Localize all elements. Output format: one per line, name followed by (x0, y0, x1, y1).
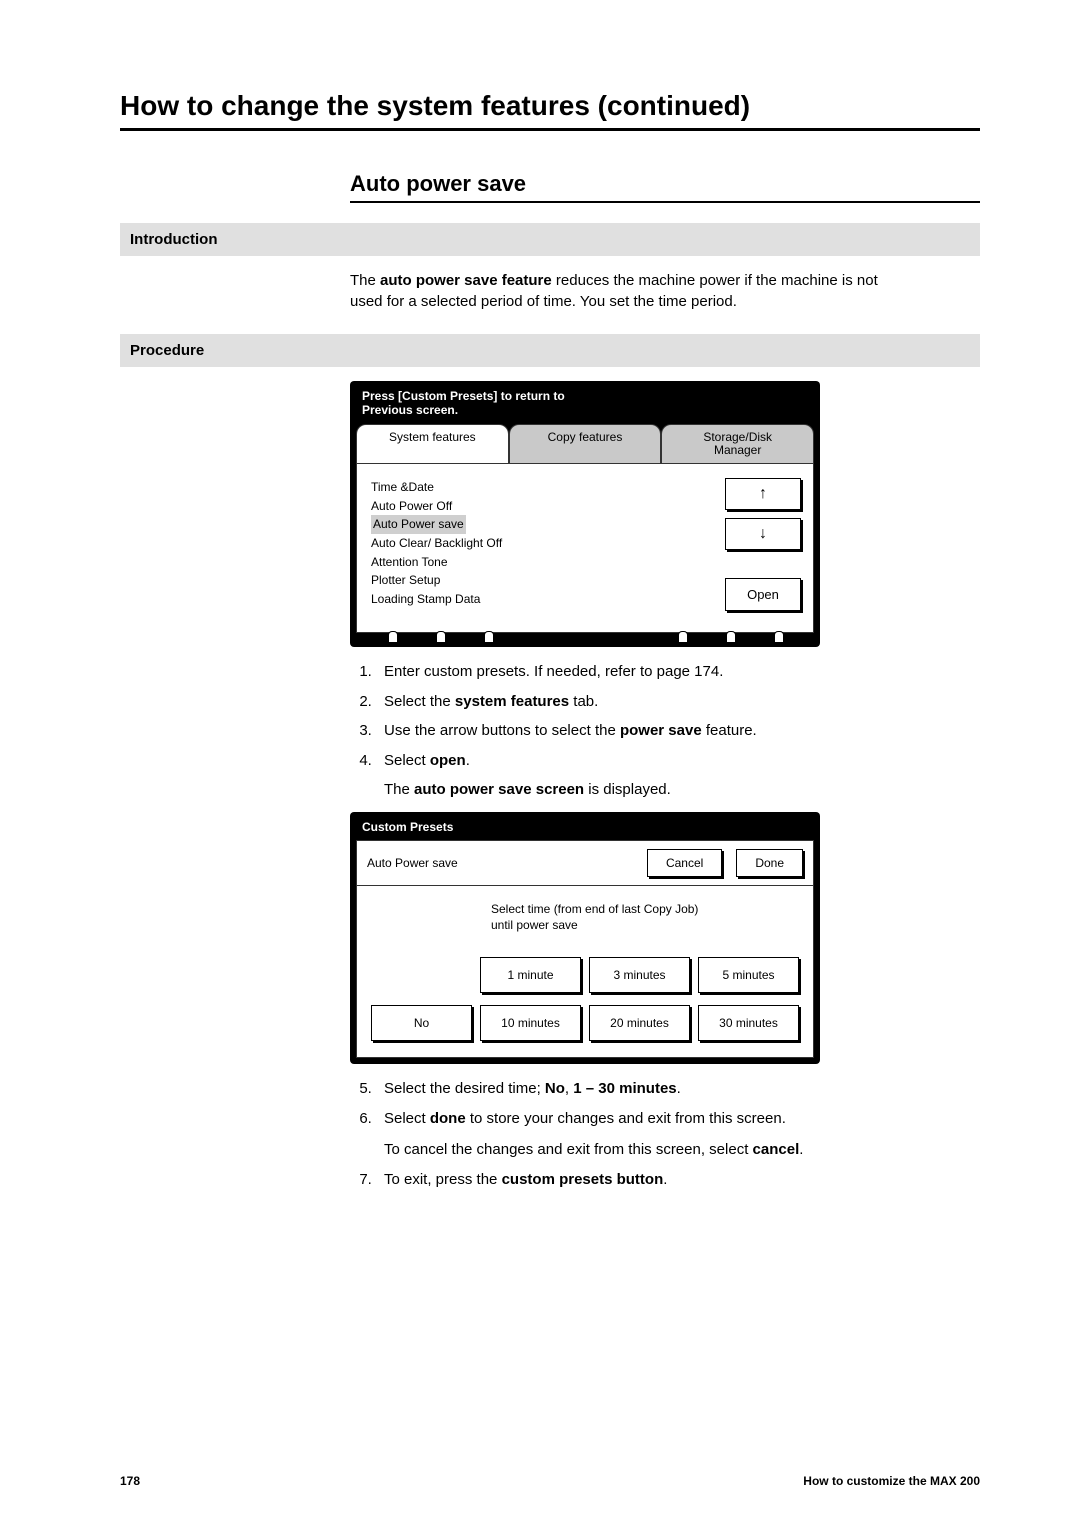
step-4-sub-pre: The (384, 781, 414, 798)
time-1-minute-button[interactable]: 1 minute (480, 957, 581, 993)
step-4-bold: open (430, 752, 466, 769)
step-1: Enter custom presets. If needed, refer t… (376, 659, 930, 685)
hinge-icon (676, 631, 688, 645)
step-6-sub-bold: cancel (753, 1141, 800, 1158)
step-7-bold: custom presets button (502, 1171, 664, 1188)
step-6-bold: done (430, 1110, 466, 1127)
step-4-sub-post: is displayed. (584, 781, 671, 798)
steps-list-b: Select the desired time; No, 1 – 30 minu… (350, 1076, 930, 1192)
feature-plotter-setup[interactable]: Plotter Setup (371, 571, 502, 590)
step-4-pre: Select (384, 752, 430, 769)
step-4: Select open. (376, 748, 930, 774)
hinge-icon (772, 631, 784, 645)
hinge-icon (386, 631, 398, 645)
introduction-text: The auto power save feature reduces the … (350, 270, 910, 312)
screen2-instruction-l1: Select time (from end of last Copy Job) (491, 902, 799, 918)
introduction-band: Introduction (120, 223, 980, 256)
screen1-header: Press [Custom Presets] to return to Prev… (356, 387, 814, 424)
footer-title: How to customize the MAX 200 (803, 1474, 980, 1488)
main-heading: How to change the system features (conti… (120, 90, 980, 131)
step-2-pre: Select the (384, 693, 455, 710)
screen2-header: Custom Presets (356, 818, 814, 840)
hinge-icon (482, 631, 494, 645)
step-7-post: . (663, 1171, 667, 1188)
step-6-sub-pre: To cancel the changes and exit from this… (384, 1141, 753, 1158)
step-4-subtext: The auto power save screen is displayed. (384, 781, 980, 798)
system-features-screen: Press [Custom Presets] to return to Prev… (350, 381, 980, 647)
cancel-button[interactable]: Cancel (647, 849, 722, 877)
steps-list-a: Enter custom presets. If needed, refer t… (350, 659, 930, 773)
step-4-sub-bold: auto power save screen (414, 781, 584, 798)
open-button[interactable]: Open (725, 578, 801, 611)
time-30-minutes-button[interactable]: 30 minutes (698, 1005, 799, 1041)
step-6-subtext: To cancel the changes and exit from this… (384, 1137, 930, 1163)
step-3: Use the arrow buttons to select the powe… (376, 718, 930, 744)
hinge-icon (434, 631, 446, 645)
step-3-post: feature. (702, 722, 757, 739)
hinge-icon (724, 631, 736, 645)
tabs-row: System features Copy features Storage/Di… (356, 424, 814, 463)
time-5-minutes-button[interactable]: 5 minutes (698, 957, 799, 993)
intro-bold: auto power save feature (380, 272, 552, 289)
screen1-header-l1: Press [Custom Presets] to return to (362, 389, 808, 403)
screen2-title: Auto Power save (367, 856, 458, 870)
feature-time-date[interactable]: Time &Date (371, 478, 502, 497)
hinge-row (356, 631, 814, 645)
feature-auto-clear[interactable]: Auto Clear/ Backlight Off (371, 534, 502, 553)
screen2-instruction: Select time (from end of last Copy Job) … (491, 902, 799, 933)
tab-copy-features[interactable]: Copy features (509, 424, 662, 463)
step-7-pre: To exit, press the (384, 1171, 502, 1188)
step-5-b1: No (545, 1080, 565, 1097)
step-5-b2: 1 – 30 minutes (573, 1080, 676, 1097)
scroll-up-button[interactable]: ↑ (725, 478, 801, 510)
feature-loading-stamp-data[interactable]: Loading Stamp Data (371, 590, 502, 609)
tab-storage-l2: Manager (666, 444, 809, 457)
step-2: Select the system features tab. (376, 689, 930, 715)
step-5-post: . (677, 1080, 681, 1097)
time-no-button[interactable]: No (371, 1005, 472, 1041)
step-6-post: to store your changes and exit from this… (466, 1110, 786, 1127)
sub-heading: Auto power save (350, 171, 980, 203)
time-grid: 1 minute 3 minutes 5 minutes No 10 minut… (371, 957, 799, 1041)
time-10-minutes-button[interactable]: 10 minutes (480, 1005, 581, 1041)
step-5-mid: , (565, 1080, 573, 1097)
step-2-post: tab. (569, 693, 598, 710)
tab-storage-l1: Storage/Disk (666, 431, 809, 444)
step-5: Select the desired time; No, 1 – 30 minu… (376, 1076, 930, 1102)
time-20-minutes-button[interactable]: 20 minutes (589, 1005, 690, 1041)
tab-system-features[interactable]: System features (356, 424, 509, 463)
done-button[interactable]: Done (736, 849, 803, 877)
step-4-post: . (466, 752, 470, 769)
page-number: 178 (120, 1474, 140, 1488)
custom-presets-screen: Custom Presets Auto Power save Cancel Do… (350, 812, 980, 1064)
feature-selected-label: Auto Power save (371, 515, 466, 534)
step-7: To exit, press the custom presets button… (376, 1167, 930, 1193)
time-3-minutes-button[interactable]: 3 minutes (589, 957, 690, 993)
feature-auto-power-save[interactable]: Auto Power save (371, 515, 502, 534)
step-6: Select done to store your changes and ex… (376, 1106, 930, 1163)
page-footer: 178 How to customize the MAX 200 (120, 1474, 980, 1488)
step-5-pre: Select the desired time; (384, 1080, 545, 1097)
procedure-band: Procedure (120, 334, 980, 367)
step-6-sub-post: . (799, 1141, 803, 1158)
step-3-pre: Use the arrow buttons to select the (384, 722, 620, 739)
screen2-instruction-l2: until power save (491, 918, 799, 934)
scroll-down-button[interactable]: ↓ (725, 518, 801, 550)
screen1-header-l2: Previous screen. (362, 403, 808, 417)
tab-storage-disk-manager[interactable]: Storage/Disk Manager (661, 424, 814, 463)
feature-auto-power-off[interactable]: Auto Power Off (371, 497, 502, 516)
intro-pre: The (350, 272, 380, 289)
feature-attention-tone[interactable]: Attention Tone (371, 553, 502, 572)
step-6-pre: Select (384, 1110, 430, 1127)
step-2-bold: system features (455, 693, 569, 710)
feature-list: Time &Date Auto Power Off Auto Power sav… (371, 478, 502, 624)
step-3-bold: power save (620, 722, 702, 739)
